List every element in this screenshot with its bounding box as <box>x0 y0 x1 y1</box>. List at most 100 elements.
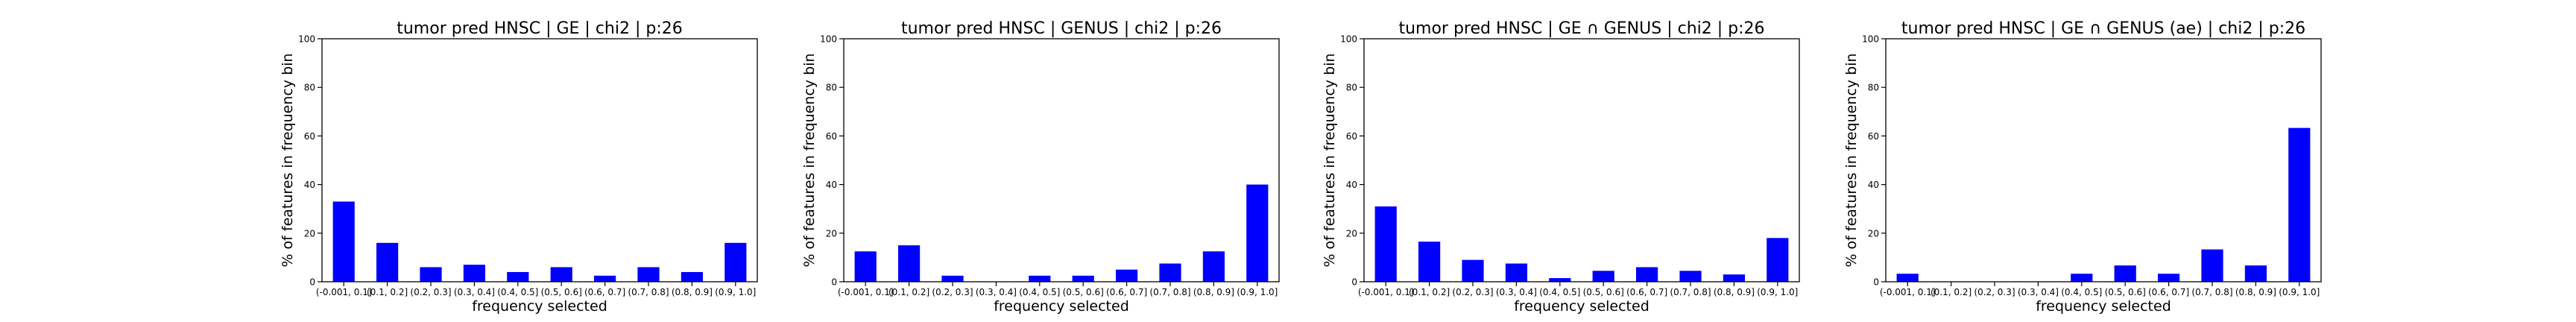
bar-6 <box>1592 271 1614 282</box>
y-tick-label: 0 <box>309 277 315 288</box>
x-tick-label: (0.2, 0.3] <box>1452 287 1493 297</box>
y-tick-label: 100 <box>1340 34 1357 45</box>
x-tick-label: (0.1, 0.2] <box>367 287 408 297</box>
bar-7 <box>1636 267 1658 282</box>
bar-10 <box>2288 127 2311 282</box>
y-tick-label: 100 <box>298 34 315 45</box>
bar-9 <box>1202 251 1225 282</box>
y-tick-label: 0 <box>1873 277 1879 288</box>
y-tick-label: 20 <box>1868 228 1879 239</box>
plot-frame <box>321 38 758 282</box>
y-tick-label: 60 <box>826 131 837 142</box>
x-tick-label: (0.5, 0.6] <box>1063 287 1104 297</box>
bar-10 <box>1767 238 1789 282</box>
x-tick-label: (0.2, 0.3] <box>932 287 973 297</box>
x-axis-label: frequency selected <box>2036 298 2171 315</box>
chart-title: tumor pred HNSC | GE ∩ GENUS (ae) | chi2… <box>1901 19 2305 38</box>
x-tick-label: (0.5, 0.6] <box>541 287 582 297</box>
y-tick-label: 40 <box>1346 180 1357 190</box>
bar-3 <box>941 275 964 282</box>
bar-2 <box>898 245 921 282</box>
y-axis-label: % of features in frequency bin <box>280 53 296 267</box>
x-tick-label: (0.4, 0.5] <box>1019 287 1060 297</box>
x-tick-label: (-0.001, 0.1] <box>1358 287 1414 297</box>
x-tick-label: (0.5, 0.6] <box>1583 287 1624 297</box>
x-tick-label: (0.4, 0.5] <box>2061 287 2102 297</box>
x-tick-label: (0.6, 0.7] <box>584 287 625 297</box>
bar-1 <box>332 201 355 282</box>
y-tick-label: 80 <box>1868 83 1879 93</box>
y-tick-label: 0 <box>1351 277 1357 288</box>
x-tick-label: (0.8, 0.9] <box>672 287 713 297</box>
bar-8 <box>637 267 660 282</box>
x-tick-label: (0.9, 1.0] <box>715 287 756 297</box>
y-tick-label: 100 <box>820 34 837 45</box>
y-tick-label: 40 <box>304 180 315 190</box>
bar-10 <box>724 242 747 282</box>
plot-frame <box>1885 38 2322 282</box>
bar-5 <box>1549 278 1571 282</box>
x-tick-label: (-0.001, 0.1] <box>838 287 894 297</box>
x-tick-label: (0.7, 0.8] <box>628 287 669 297</box>
plot-frame <box>843 38 1280 282</box>
x-tick-label: (0.9, 1.0] <box>1237 287 1278 297</box>
x-axis-label: frequency selected <box>1514 298 1650 315</box>
x-tick-label: (0.1, 0.2] <box>888 287 929 297</box>
x-tick-label: (0.2, 0.3] <box>410 287 451 297</box>
chart-panel-1: 0 20 40 60 80 100 (-0.001, 0.1](0.1, 0.2] (0.2,… <box>280 19 758 315</box>
x-tick-label: (0.8, 0.9] <box>1714 287 1755 297</box>
x-tick-label: (0.1, 0.2] <box>1409 287 1450 297</box>
bar-1 <box>1374 206 1397 282</box>
y-tick-label: 60 <box>1868 131 1879 142</box>
x-tick-label: (0.7, 0.8] <box>1670 287 1711 297</box>
bar-2 <box>1418 242 1441 282</box>
chart-title: tumor pred HNSC | GE | chi2 | p:26 <box>397 19 683 38</box>
x-tick-label: (0.8, 0.9] <box>1193 287 1234 297</box>
bar-4 <box>1505 263 1527 282</box>
chart-panel-4: 0 20 40 60 80 100 (-0.001, 0.1](0.1, 0.2] (0.2,… <box>1843 19 2322 315</box>
y-tick-label: 80 <box>826 83 837 93</box>
y-tick-label: 20 <box>1346 228 1357 239</box>
x-tick-label: (0.5, 0.6] <box>2105 287 2146 297</box>
bar-8 <box>2201 249 2223 282</box>
bar-3 <box>1462 259 1484 282</box>
x-tick-label: (0.3, 0.4] <box>454 287 495 297</box>
y-axis-label: % of features in frequency bin <box>1843 53 1860 267</box>
x-tick-label: (0.8, 0.9] <box>2235 287 2276 297</box>
x-tick-label: (-0.001, 0.1] <box>316 287 372 297</box>
chart-panel-3: 0 20 40 60 80 100 (-0.001, 0.1](0.1, 0.2] (0.2,… <box>1322 19 1800 315</box>
y-tick-label: 60 <box>304 131 315 142</box>
bar-7 <box>1116 269 1138 282</box>
y-axis-label: % of features in frequency bin <box>801 53 818 267</box>
chart-title: tumor pred HNSC | GE ∩ GENUS | chi2 | p:… <box>1398 19 1764 38</box>
x-tick-label: (-0.001, 0.1] <box>1880 287 1936 297</box>
bar-3 <box>420 267 442 282</box>
x-tick-label: (0.6, 0.7] <box>2148 287 2189 297</box>
bar-9 <box>1723 274 1745 282</box>
bar-7 <box>2158 274 2180 282</box>
bar-2 <box>376 242 399 282</box>
bar-10 <box>1246 184 1269 282</box>
y-tick-label: 40 <box>1868 180 1879 190</box>
bar-6 <box>2114 265 2136 282</box>
y-tick-label: 40 <box>826 180 837 190</box>
x-axis-label: frequency selected <box>994 298 1129 315</box>
bar-7 <box>594 275 616 282</box>
y-tick-label: 100 <box>1862 34 1879 45</box>
y-tick-label: 20 <box>304 228 315 239</box>
y-tick-label: 60 <box>1346 131 1357 142</box>
y-tick-label: 20 <box>826 228 837 239</box>
y-tick-label: 80 <box>1346 83 1357 93</box>
x-tick-label: (0.1, 0.2] <box>1931 287 1972 297</box>
bar-8 <box>1159 263 1181 282</box>
x-tick-label: (0.6, 0.7] <box>1106 287 1147 297</box>
y-tick-label: 80 <box>304 83 315 93</box>
chart-panel-2: 0 20 40 60 80 100 (-0.001, 0.1](0.1, 0.2] (0.2,… <box>801 19 1280 315</box>
x-tick-label: (0.9, 1.0] <box>1757 287 1798 297</box>
bar-4 <box>463 265 485 282</box>
x-tick-label: (0.4, 0.5] <box>1539 287 1580 297</box>
x-tick-label: (0.6, 0.7] <box>1626 287 1667 297</box>
bar-8 <box>1679 271 1702 282</box>
bar-5 <box>507 271 529 282</box>
